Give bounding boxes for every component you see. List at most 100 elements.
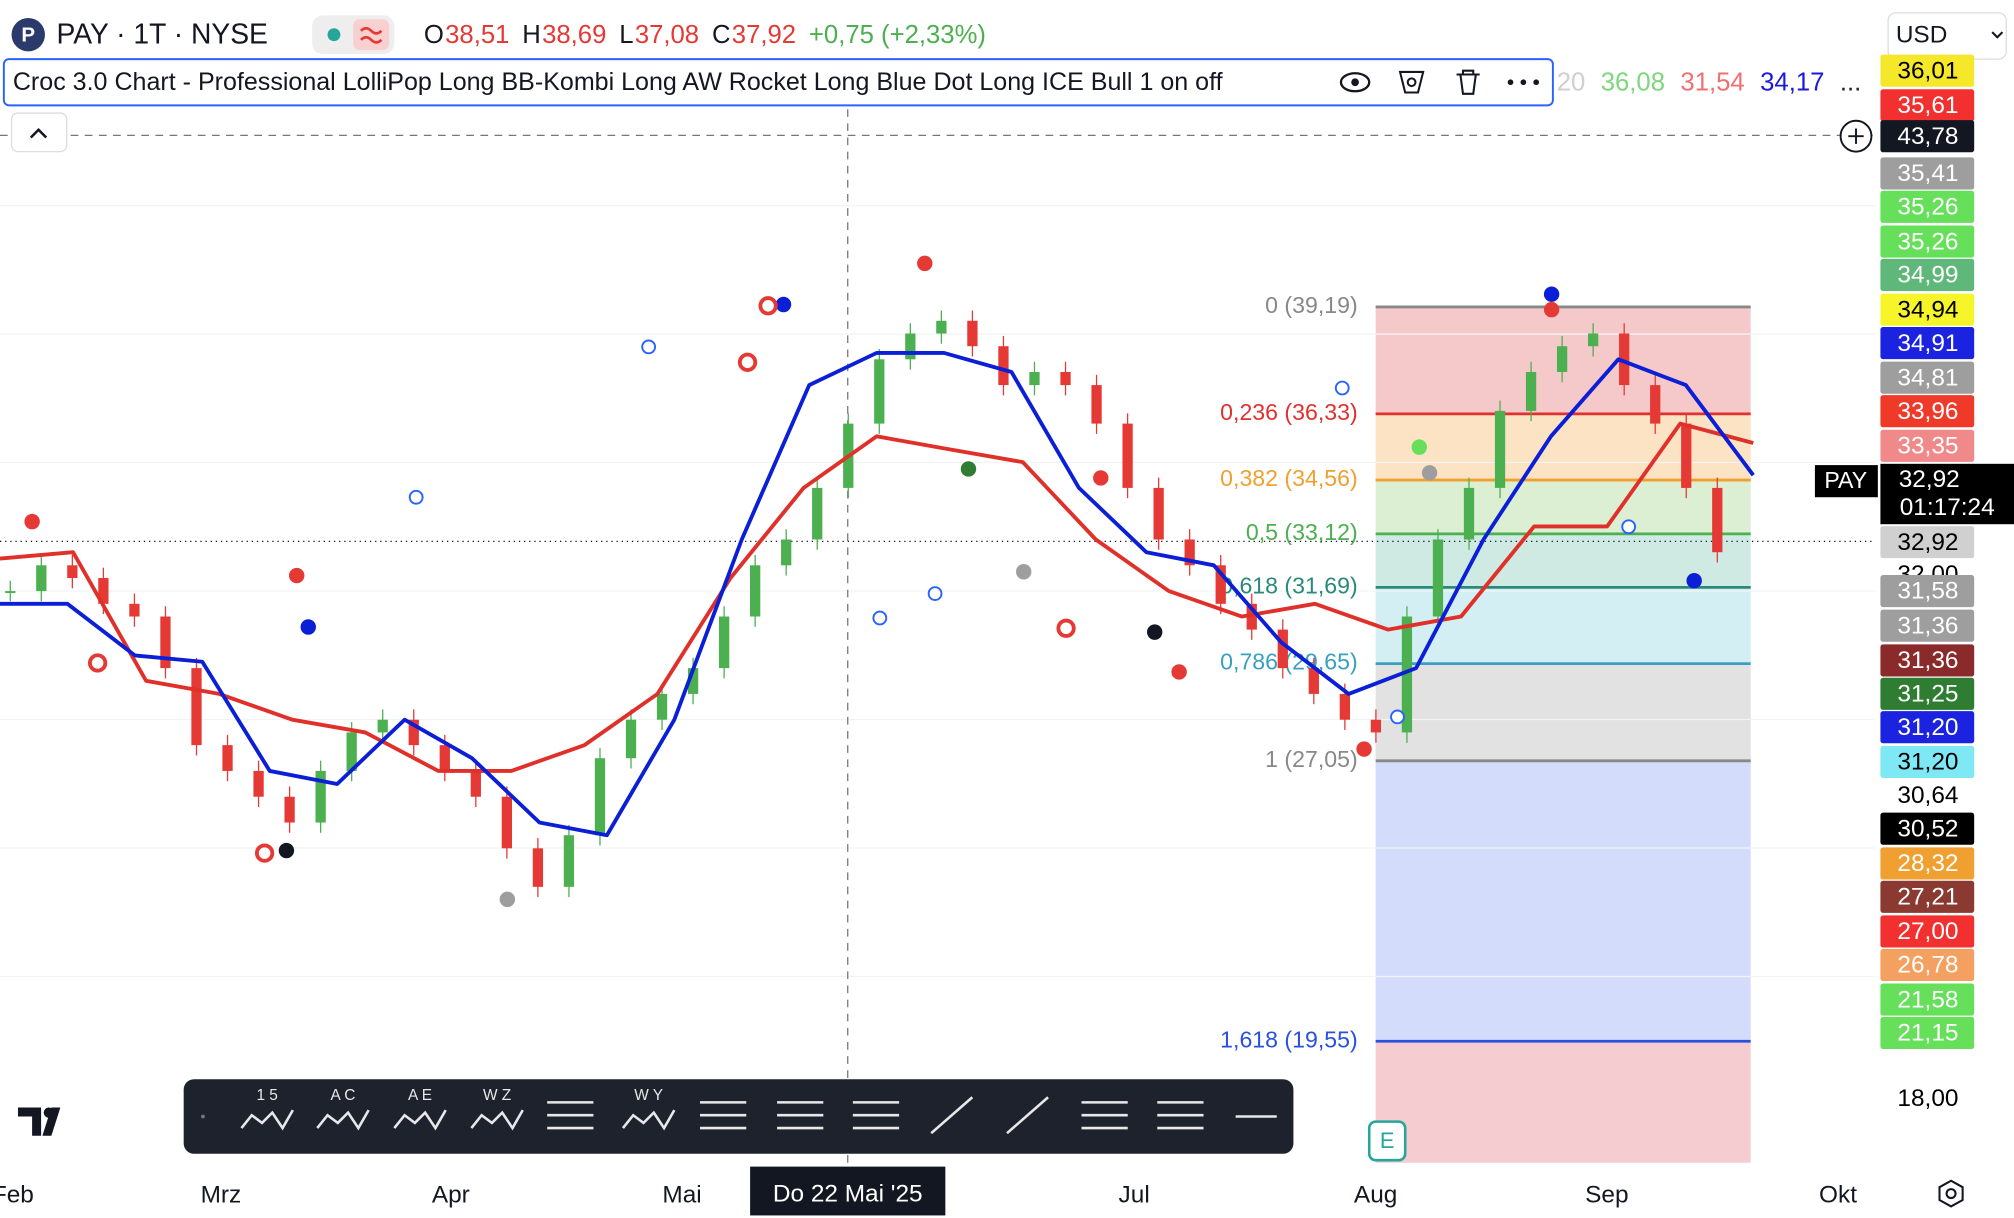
price-label: 18,00 (1897, 1085, 1958, 1112)
price-label-bg (1880, 190, 1975, 223)
price-label: 21,15 (1897, 1020, 1958, 1047)
logo-text: P (21, 23, 35, 46)
tool-label: W Z (483, 1087, 511, 1104)
indicator-values: 20 36,08 31,54 34,17... (1557, 68, 1862, 96)
settings-icon[interactable] (1398, 70, 1425, 94)
tool-label: A E (408, 1087, 432, 1104)
tool-icon[interactable] (1006, 1096, 1049, 1135)
candle (1650, 385, 1661, 424)
tool-icon[interactable] (1157, 1101, 1204, 1130)
candle (936, 320, 947, 334)
price-label: 34,81 (1897, 364, 1958, 391)
eye-icon[interactable] (1339, 72, 1371, 93)
price-label-bg (1880, 89, 1975, 122)
candle (1029, 372, 1040, 386)
candle (1060, 372, 1071, 386)
candle (1215, 565, 1226, 604)
candle (1153, 487, 1164, 540)
price-label-bg (1880, 745, 1975, 778)
candle (470, 770, 481, 797)
signal-ring (87, 653, 108, 673)
price-label-bg (1880, 915, 1975, 948)
collapse-icon (29, 127, 48, 139)
candle (1681, 423, 1692, 488)
fib-label: 0,618 (31,69) (1220, 572, 1357, 598)
signal-ring (408, 489, 424, 505)
price-label: 35,26 (1897, 194, 1958, 221)
candle (1494, 410, 1506, 488)
price-label: 34,91 (1897, 330, 1958, 357)
indicator-box[interactable] (2, 58, 1554, 107)
ohlc-key: L (619, 21, 633, 49)
tool-icon[interactable] (470, 1109, 524, 1131)
more-dot[interactable] (1520, 79, 1527, 86)
signal-marker (775, 296, 792, 313)
tool-icon[interactable] (547, 1101, 594, 1130)
signal-marker (300, 619, 316, 635)
indicator-value: 20 (1557, 68, 1586, 96)
tool-label: A C (331, 1087, 356, 1104)
price-label-bg (1880, 948, 1975, 981)
axis-settings[interactable] (1938, 1179, 1964, 1208)
signal-marker (1015, 564, 1032, 580)
signal-ring (1334, 380, 1350, 396)
candle (718, 616, 730, 669)
price-label: 32,92 (1897, 529, 1958, 556)
collapse-button[interactable] (10, 112, 68, 153)
candle (1401, 616, 1413, 733)
signal-marker (1686, 573, 1702, 589)
blue-line (0, 351, 1755, 838)
indicator-title[interactable]: Croc 3.0 Chart - Professional LolliPop L… (13, 68, 1223, 96)
tool-icon[interactable] (316, 1109, 370, 1131)
fib-zone (1375, 663, 1751, 761)
candle (346, 732, 357, 771)
tool-icon[interactable] (777, 1101, 824, 1130)
signal-marker (1147, 624, 1163, 640)
price-label-bg (1880, 157, 1975, 190)
signal-ring (641, 339, 657, 355)
price-label: 28,32 (1897, 850, 1958, 877)
time-label: Jul (1119, 1182, 1150, 1209)
axis-settings-dot (1945, 1188, 1957, 1200)
price-label-bg (1880, 225, 1975, 258)
symbol[interactable]: PAY · 1T · NYSE (57, 17, 268, 49)
tool-icon[interactable] (930, 1096, 974, 1135)
tool-icon[interactable] (852, 1101, 900, 1130)
tool-icon[interactable] (1081, 1101, 1128, 1130)
signal-ring (737, 352, 758, 372)
signal-ring (872, 610, 888, 626)
status-icon (353, 19, 390, 51)
candle (1712, 487, 1723, 553)
signal-ring (1621, 519, 1637, 535)
candle (67, 565, 78, 579)
price-label-bg (1880, 361, 1975, 394)
tool-icon[interactable] (240, 1109, 294, 1131)
candle (160, 616, 171, 669)
candle (1339, 693, 1350, 720)
candle (532, 848, 544, 887)
ohlc-key: C (712, 21, 731, 49)
tool-icon[interactable] (393, 1109, 447, 1131)
tool-icon[interactable] (700, 1101, 747, 1130)
tool-icon[interactable] (621, 1109, 676, 1131)
candle (1588, 333, 1599, 347)
price-label-bg (1880, 326, 1975, 360)
add-icon (1848, 128, 1864, 144)
candle (284, 796, 295, 823)
toolbar-tools: 1 5 A C A E W Z W Y (201, 1087, 1277, 1135)
price-label: 33,35 (1897, 433, 1958, 460)
price-label-bg (1880, 395, 1975, 428)
candle (874, 359, 885, 424)
signal-ring (1390, 709, 1405, 725)
candle (781, 539, 792, 566)
earnings-badge[interactable] (1367, 1120, 1407, 1162)
more-dot[interactable] (1533, 79, 1540, 86)
more-dot[interactable] (1507, 79, 1514, 86)
ohlc-value: 37,92 (732, 21, 796, 49)
candle (36, 565, 47, 592)
overlay: P PAY · 1T · NYSE O 38,51 H 38,69 L 37,08 C 37,… (0, 12, 2014, 1216)
delete-icon[interactable] (1456, 69, 1480, 95)
time-label: Okt (1819, 1182, 1857, 1209)
currency[interactable]: USD (1896, 21, 1947, 48)
price-label-bg (1880, 779, 1975, 812)
